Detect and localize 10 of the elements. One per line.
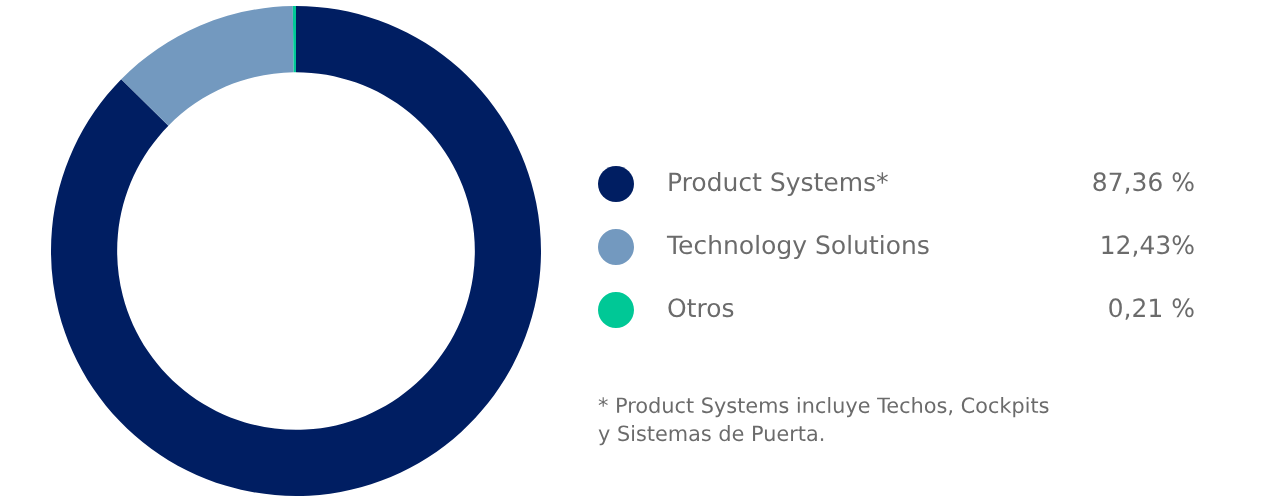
donut-slice (51, 6, 541, 496)
text: * Product Systems incluye Techos, Cockpits y Sistemas de Puerta. (598, 397, 1049, 446)
donut-slice (292, 6, 296, 73)
donut-slice (121, 6, 294, 126)
data-label: 87,36 % (1093, 172, 1194, 194)
data-label: 12,43% (1102, 235, 1194, 257)
legend-label: Otros (668, 298, 734, 318)
legend-label: Technology Solutions (666, 234, 929, 260)
data-label: 0,21 % (1109, 298, 1194, 320)
legend-label: Product Systems* (669, 171, 888, 197)
